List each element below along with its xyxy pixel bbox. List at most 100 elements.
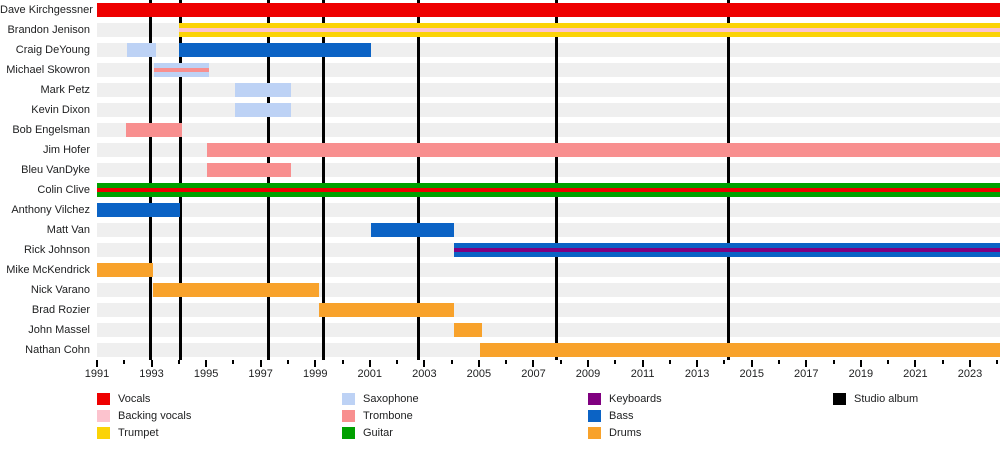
bar-vocals [97, 3, 1000, 17]
axis-tick [123, 360, 126, 364]
legend-item-bass: Bass [588, 409, 633, 423]
studio-album-line [417, 0, 421, 360]
member-name-label: John Massel [28, 324, 90, 336]
legend-label: Guitar [363, 427, 393, 439]
studio-album-line [555, 0, 559, 360]
axis-year-label: 2003 [412, 368, 437, 380]
member-name-label: Nick Varano [30, 284, 90, 296]
member-name-label: Craig DeYoung [15, 44, 90, 56]
member-name-label: Rick Johnson [23, 244, 90, 256]
axis-year-label: 2009 [575, 368, 601, 380]
member-name-label: Matt Van [46, 224, 90, 236]
bar-trombone [125, 123, 182, 137]
axis-tick [368, 360, 371, 367]
axis-tick [396, 360, 399, 364]
axis-year-label: 2011 [630, 368, 655, 380]
bar-bass [97, 203, 181, 217]
axis-year-label: 2023 [957, 368, 983, 380]
axis-tick [996, 360, 999, 364]
axis-tick [778, 360, 781, 364]
bar-saxophone [127, 43, 156, 57]
axis-tick [914, 360, 917, 367]
member-name-label: Brad Rozier [31, 304, 90, 316]
bar-bass [371, 223, 455, 237]
bar-saxophone [154, 63, 209, 77]
axis-year-label: 1995 [193, 368, 219, 380]
legend-label: Keyboards [609, 393, 662, 405]
axis-tick [477, 360, 480, 367]
bar-drums [480, 343, 1000, 357]
bar-trombone [207, 163, 291, 177]
studio-album-line [321, 0, 325, 360]
axis-year-label: 1993 [139, 368, 164, 380]
bar-drums [319, 303, 455, 317]
legend-item-backing_vocals: Backing vocals [97, 409, 191, 423]
axis-tick [259, 360, 262, 367]
legend-swatch-vocals [97, 393, 110, 405]
legend-item-studio_album: Studio album [833, 392, 918, 406]
axis-year-label: 2015 [739, 368, 764, 380]
legend-item-vocals: Vocals [97, 392, 150, 406]
legend-label: Saxophone [363, 393, 419, 405]
legend-label: Vocals [118, 393, 151, 405]
bar-drums [97, 263, 153, 277]
axis-tick [968, 360, 971, 367]
axis-tick [723, 360, 726, 364]
legend-swatch-drums [588, 427, 601, 439]
bar-guitar [97, 183, 1000, 197]
axis-tick [587, 360, 590, 367]
bar-trumpet [178, 23, 1000, 37]
axis-year-label: 2017 [794, 368, 819, 380]
axis-tick [177, 360, 180, 364]
legend-item-guitar: Guitar [342, 426, 393, 440]
axis-tick [750, 360, 753, 367]
axis-tick [232, 360, 235, 364]
axis-year-label: 1991 [84, 368, 110, 380]
legend-label: Backing vocals [118, 410, 192, 422]
member-name-label: Mike McKendrick [6, 264, 90, 276]
axis-tick [423, 360, 426, 367]
axis-tick [341, 360, 344, 364]
bar-bass [454, 243, 1000, 257]
legend-item-drums: Drums [588, 426, 641, 440]
axis-tick [805, 360, 808, 367]
member-name-label: Colin Clive [37, 184, 90, 196]
member-timeline-track [97, 323, 1000, 337]
studio-album-line [267, 0, 271, 360]
legend-swatch-keyboards [588, 393, 601, 405]
axis-tick [887, 360, 890, 364]
axis-year-label: 2001 [357, 368, 383, 380]
axis-year-label: 2005 [466, 368, 492, 380]
axis-year-label: 2007 [521, 368, 546, 380]
legend-swatch-trombone [342, 410, 355, 422]
axis-tick [859, 360, 862, 367]
axis-year-label: 2021 [903, 368, 928, 380]
bar-drums [152, 283, 320, 297]
member-timeline-track [97, 223, 1000, 237]
legend-swatch-bass [588, 410, 601, 422]
member-name-label: Bob Engelsman [12, 124, 90, 136]
axis-tick [205, 360, 208, 367]
axis-tick [559, 360, 562, 364]
member-name-label: Nathan Cohn [25, 344, 90, 356]
member-timeline-track [97, 103, 1000, 117]
member-name-label: Mark Petz [40, 84, 90, 96]
legend-label: Studio album [854, 393, 919, 405]
studio-album-line [178, 0, 182, 360]
legend-label: Bass [609, 410, 634, 422]
stripe-backing_vocals [178, 28, 1000, 32]
axis-tick [696, 360, 699, 367]
axis-tick [96, 360, 98, 367]
legend-item-trombone: Trombone [342, 409, 413, 423]
legend-label: Trombone [363, 410, 413, 422]
axis-year-label: 2019 [848, 368, 874, 380]
legend-swatch-studio_album [833, 393, 846, 405]
studio-album-line [727, 0, 731, 360]
axis-tick [941, 360, 944, 364]
member-timeline-track [97, 83, 1000, 97]
member-timeline-track [97, 263, 1000, 277]
axis-tick [505, 360, 508, 364]
legend-swatch-backing_vocals [97, 410, 110, 422]
member-timeline-track [97, 123, 1000, 137]
